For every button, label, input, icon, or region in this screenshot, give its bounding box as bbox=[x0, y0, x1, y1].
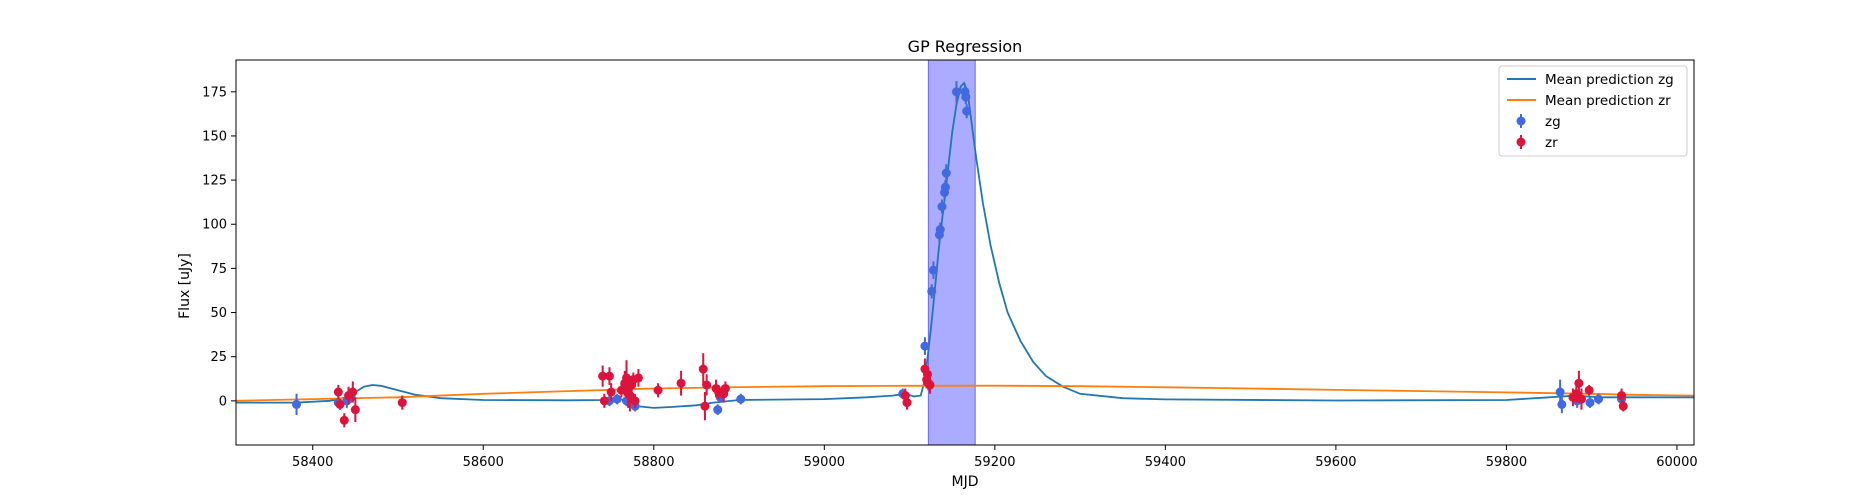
y-tick-label: 0 bbox=[219, 394, 227, 409]
data-point-zr bbox=[925, 380, 935, 390]
legend-point-swatch bbox=[1516, 137, 1526, 147]
data-point-zr bbox=[335, 399, 345, 409]
data-point-zr bbox=[702, 380, 712, 390]
data-point-zr bbox=[616, 385, 626, 395]
data-point-zr bbox=[676, 378, 686, 388]
data-point-zr bbox=[700, 401, 710, 411]
data-point-zg bbox=[927, 286, 937, 296]
data-point-zr bbox=[599, 396, 609, 406]
y-axis-ticks: 0 25 50 75 100 125 150 175 bbox=[202, 85, 236, 409]
data-point-zg bbox=[1555, 387, 1565, 397]
chart-title: GP Regression bbox=[908, 37, 1023, 56]
legend-point-swatch bbox=[1516, 116, 1526, 126]
data-point-zr bbox=[348, 387, 358, 397]
data-point-zg bbox=[920, 341, 930, 351]
data-point-zr bbox=[720, 383, 730, 393]
y-tick-label: 75 bbox=[210, 262, 227, 277]
data-point-zg bbox=[961, 92, 971, 102]
legend-label: zg bbox=[1545, 114, 1561, 130]
data-point-zg bbox=[940, 182, 950, 192]
y-axis-label: Flux [uJy] bbox=[177, 253, 193, 319]
x-tick-label: 58800 bbox=[633, 455, 674, 470]
data-point-zr bbox=[333, 387, 343, 397]
data-point-zg bbox=[292, 399, 302, 409]
data-point-zr bbox=[653, 385, 663, 395]
plot-frame bbox=[235, 59, 1695, 446]
data-point-zg bbox=[962, 106, 972, 116]
data-point-zg bbox=[713, 405, 723, 415]
x-tick-label: 59200 bbox=[974, 455, 1015, 470]
x-axis-ticks: 58400 58600 58800 59000 59200 59400 59600 59800… bbox=[292, 445, 1698, 470]
legend-box bbox=[1498, 65, 1688, 157]
data-point-zg bbox=[951, 87, 961, 97]
data-point-zg bbox=[612, 394, 622, 404]
x-tick-label: 59000 bbox=[804, 455, 845, 470]
y-tick-label: 50 bbox=[210, 306, 227, 321]
data-point-zg bbox=[937, 202, 947, 212]
data-point-zg bbox=[1594, 394, 1604, 404]
x-tick-label: 59600 bbox=[1315, 455, 1356, 470]
data-point-zg bbox=[928, 265, 938, 275]
x-tick-label: 60000 bbox=[1656, 455, 1697, 470]
data-point-zr bbox=[1576, 394, 1586, 404]
shaded-region bbox=[927, 59, 976, 446]
data-point-zr bbox=[350, 405, 360, 415]
data-point-zr bbox=[1574, 378, 1584, 388]
data-point-zr bbox=[1617, 391, 1627, 401]
legend-label: Mean prediction zg bbox=[1545, 72, 1674, 88]
data-point-zg bbox=[736, 394, 746, 404]
data-points-layer bbox=[292, 81, 1628, 428]
legend-label: zr bbox=[1545, 135, 1558, 151]
legend-label: Mean prediction zr bbox=[1545, 93, 1671, 109]
legend: Mean prediction zg Mean prediction zr zg zr bbox=[1498, 65, 1688, 157]
data-point-zr bbox=[339, 415, 349, 425]
data-point-zg bbox=[1585, 398, 1595, 408]
y-tick-label: 25 bbox=[210, 350, 227, 365]
data-point-zr bbox=[1618, 401, 1628, 411]
y-tick-label: 100 bbox=[202, 218, 227, 233]
y-tick-label: 150 bbox=[202, 129, 227, 144]
x-tick-label: 58400 bbox=[292, 455, 333, 470]
data-point-zr bbox=[902, 398, 912, 408]
data-point-zg bbox=[935, 225, 945, 235]
data-point-zr bbox=[630, 396, 640, 406]
data-point-zr bbox=[604, 371, 614, 381]
data-point-zr bbox=[633, 373, 643, 383]
x-tick-label: 59400 bbox=[1145, 455, 1186, 470]
mean-prediction-layer bbox=[236, 81, 1694, 409]
shaded-region-layer bbox=[927, 59, 976, 446]
data-point-zr bbox=[598, 371, 608, 381]
mean-prediction-line-zr bbox=[236, 384, 1694, 402]
data-point-zg bbox=[941, 168, 951, 178]
data-point-zg bbox=[1557, 399, 1567, 409]
x-tick-label: 59800 bbox=[1486, 455, 1527, 470]
y-tick-label: 125 bbox=[202, 174, 227, 189]
data-point-zr bbox=[698, 364, 708, 374]
x-tick-label: 58600 bbox=[463, 455, 504, 470]
x-axis-label: MJD bbox=[952, 474, 979, 490]
data-point-zr bbox=[606, 387, 616, 397]
y-tick-label: 175 bbox=[202, 85, 227, 100]
data-point-zr bbox=[1584, 385, 1594, 395]
data-point-zr bbox=[397, 398, 407, 408]
